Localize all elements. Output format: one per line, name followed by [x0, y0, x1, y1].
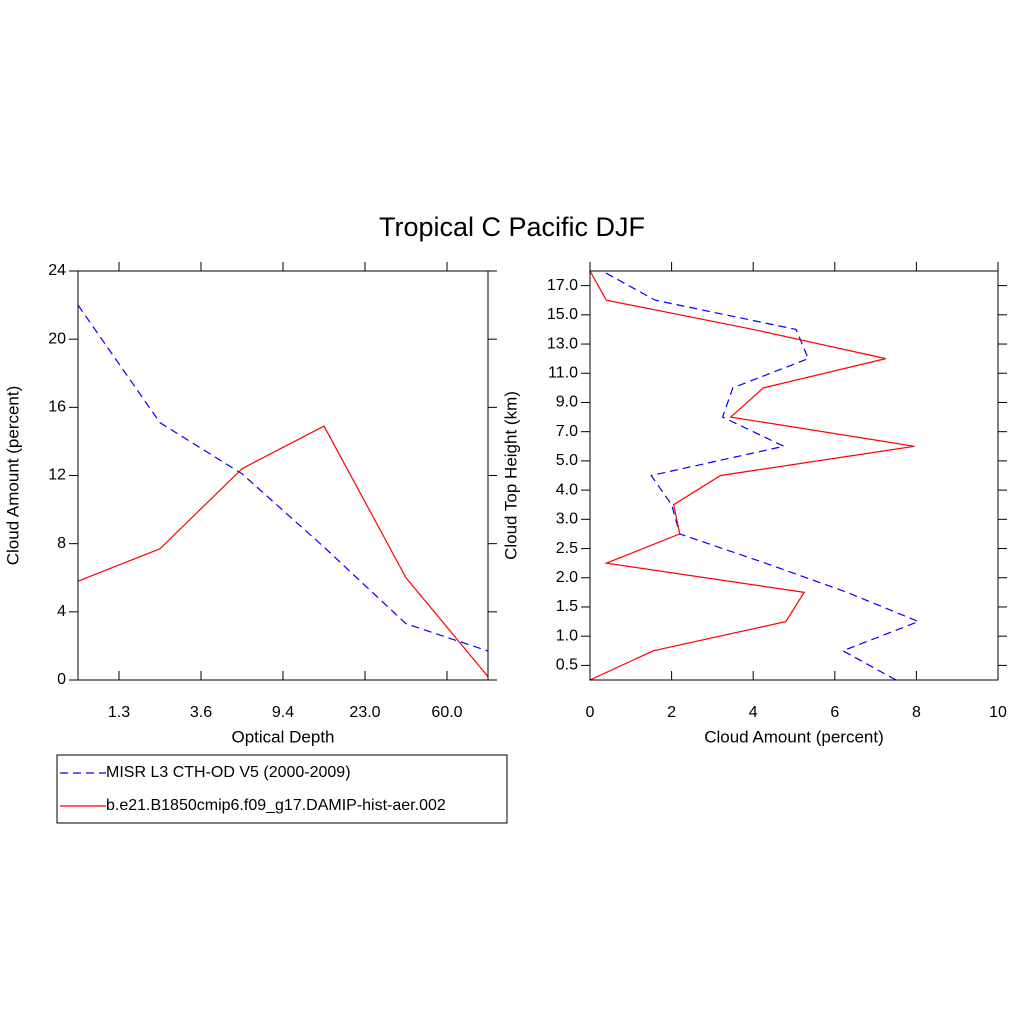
x-tick-label: 9.4: [272, 704, 294, 721]
plot-frame: [77, 270, 489, 681]
legend-label: MISR L3 CTH-OD V5 (2000-2009): [106, 764, 351, 781]
x-tick-label: 10: [989, 704, 1007, 721]
y-tick-label: 12: [48, 467, 66, 484]
y-tick-label: 2.0: [556, 569, 578, 586]
x-axis-title: Cloud Amount (percent): [704, 727, 884, 746]
legend-label: b.e21.B1850cmip6.f09_g17.DAMIP-hist-aer.…: [106, 797, 446, 814]
series-line: [601, 270, 921, 681]
x-tick-label: 1.3: [108, 704, 130, 721]
y-axis-title: Cloud Top Height (km): [501, 391, 520, 560]
y-tick-label: 1.5: [556, 598, 578, 615]
y-tick-label: 5.0: [556, 452, 578, 469]
x-tick-label: 4: [749, 704, 758, 721]
y-tick-label: 4.0: [556, 481, 578, 498]
legend-box: [56, 754, 508, 824]
y-tick-label: 16: [48, 399, 66, 416]
figure-title: Tropical C Pacific DJF: [379, 212, 645, 242]
x-axis-title: Optical Depth: [232, 727, 335, 746]
x-tick-label: 2: [667, 704, 676, 721]
y-tick-label: 2.5: [556, 540, 578, 557]
series-line: [77, 304, 489, 652]
x-tick-label: 3.6: [190, 704, 212, 721]
x-tick-label: 0: [586, 704, 595, 721]
y-tick-label: 4: [57, 603, 66, 620]
y-tick-label: 7.0: [556, 423, 578, 440]
y-tick-label: 13.0: [547, 335, 578, 352]
series-line: [77, 425, 489, 677]
y-tick-label: 20: [48, 330, 66, 347]
y-tick-label: 9.0: [556, 394, 578, 411]
x-tick-label: 8: [912, 704, 921, 721]
y-tick-label: 0.5: [556, 657, 578, 674]
y-tick-label: 0: [57, 671, 66, 688]
plot-frame: [589, 270, 999, 681]
x-tick-label: 6: [830, 704, 839, 721]
y-tick-label: 3.0: [556, 511, 578, 528]
x-tick-label: 23.0: [349, 704, 380, 721]
x-tick-label: 60.0: [431, 704, 462, 721]
y-axis-title: Cloud Amount (percent): [3, 386, 22, 566]
y-tick-label: 1.0: [556, 627, 578, 644]
y-tick-label: 15.0: [547, 306, 578, 323]
y-tick-label: 8: [57, 535, 66, 552]
y-tick-label: 24: [48, 262, 66, 279]
series-line: [589, 270, 915, 681]
y-tick-label: 17.0: [547, 277, 578, 294]
y-tick-label: 11.0: [548, 364, 578, 381]
